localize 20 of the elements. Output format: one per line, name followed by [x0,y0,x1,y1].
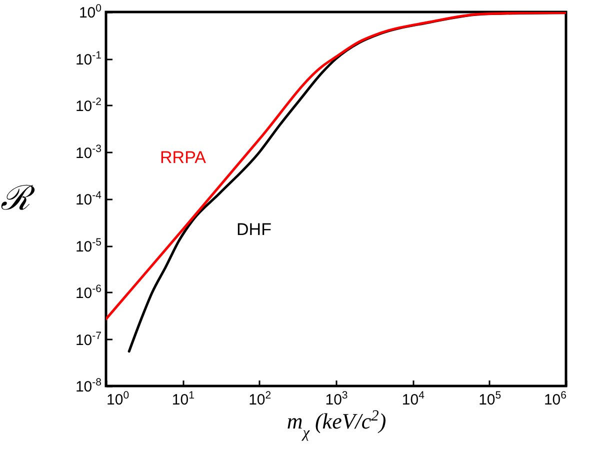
y-tick-label: 10$^{-5}$ [75,236,102,256]
x-axis-title: m$_{χ}$ (keV/c$^{2}$) [286,407,386,441]
x-tick-label: 10$^{0}$ [106,390,130,408]
series-label: DHF [236,220,272,239]
x-tick-label: 10$^{6}$ [544,390,567,408]
x-tick-label: 10$^{1}$ [172,390,195,408]
y-tick-label: 10$^{-8}$ [75,376,102,396]
y-tick-label: 10$^{-4}$ [75,190,102,208]
x-tick-label: 10$^{4}$ [402,390,425,408]
x-tick-label: 10$^{3}$ [325,390,348,408]
y-tick-label: 10$^{-7}$ [75,330,102,349]
y-tick-label: 10$^{-2}$ [75,96,102,115]
y-tick-label: 10$^{-1}$ [75,49,102,68]
x-tick-label: 10$^{2}$ [248,390,272,408]
y-axis-title: ℛ [0,180,36,218]
y-tick-label: 10$^{0}$ [78,2,102,22]
series-label: RRPA [160,148,207,167]
y-tick-label: 10$^{-3}$ [75,142,102,162]
x-tick-label: 10$^{5}$ [478,390,502,408]
y-tick-label: 10$^{-6}$ [75,283,102,302]
